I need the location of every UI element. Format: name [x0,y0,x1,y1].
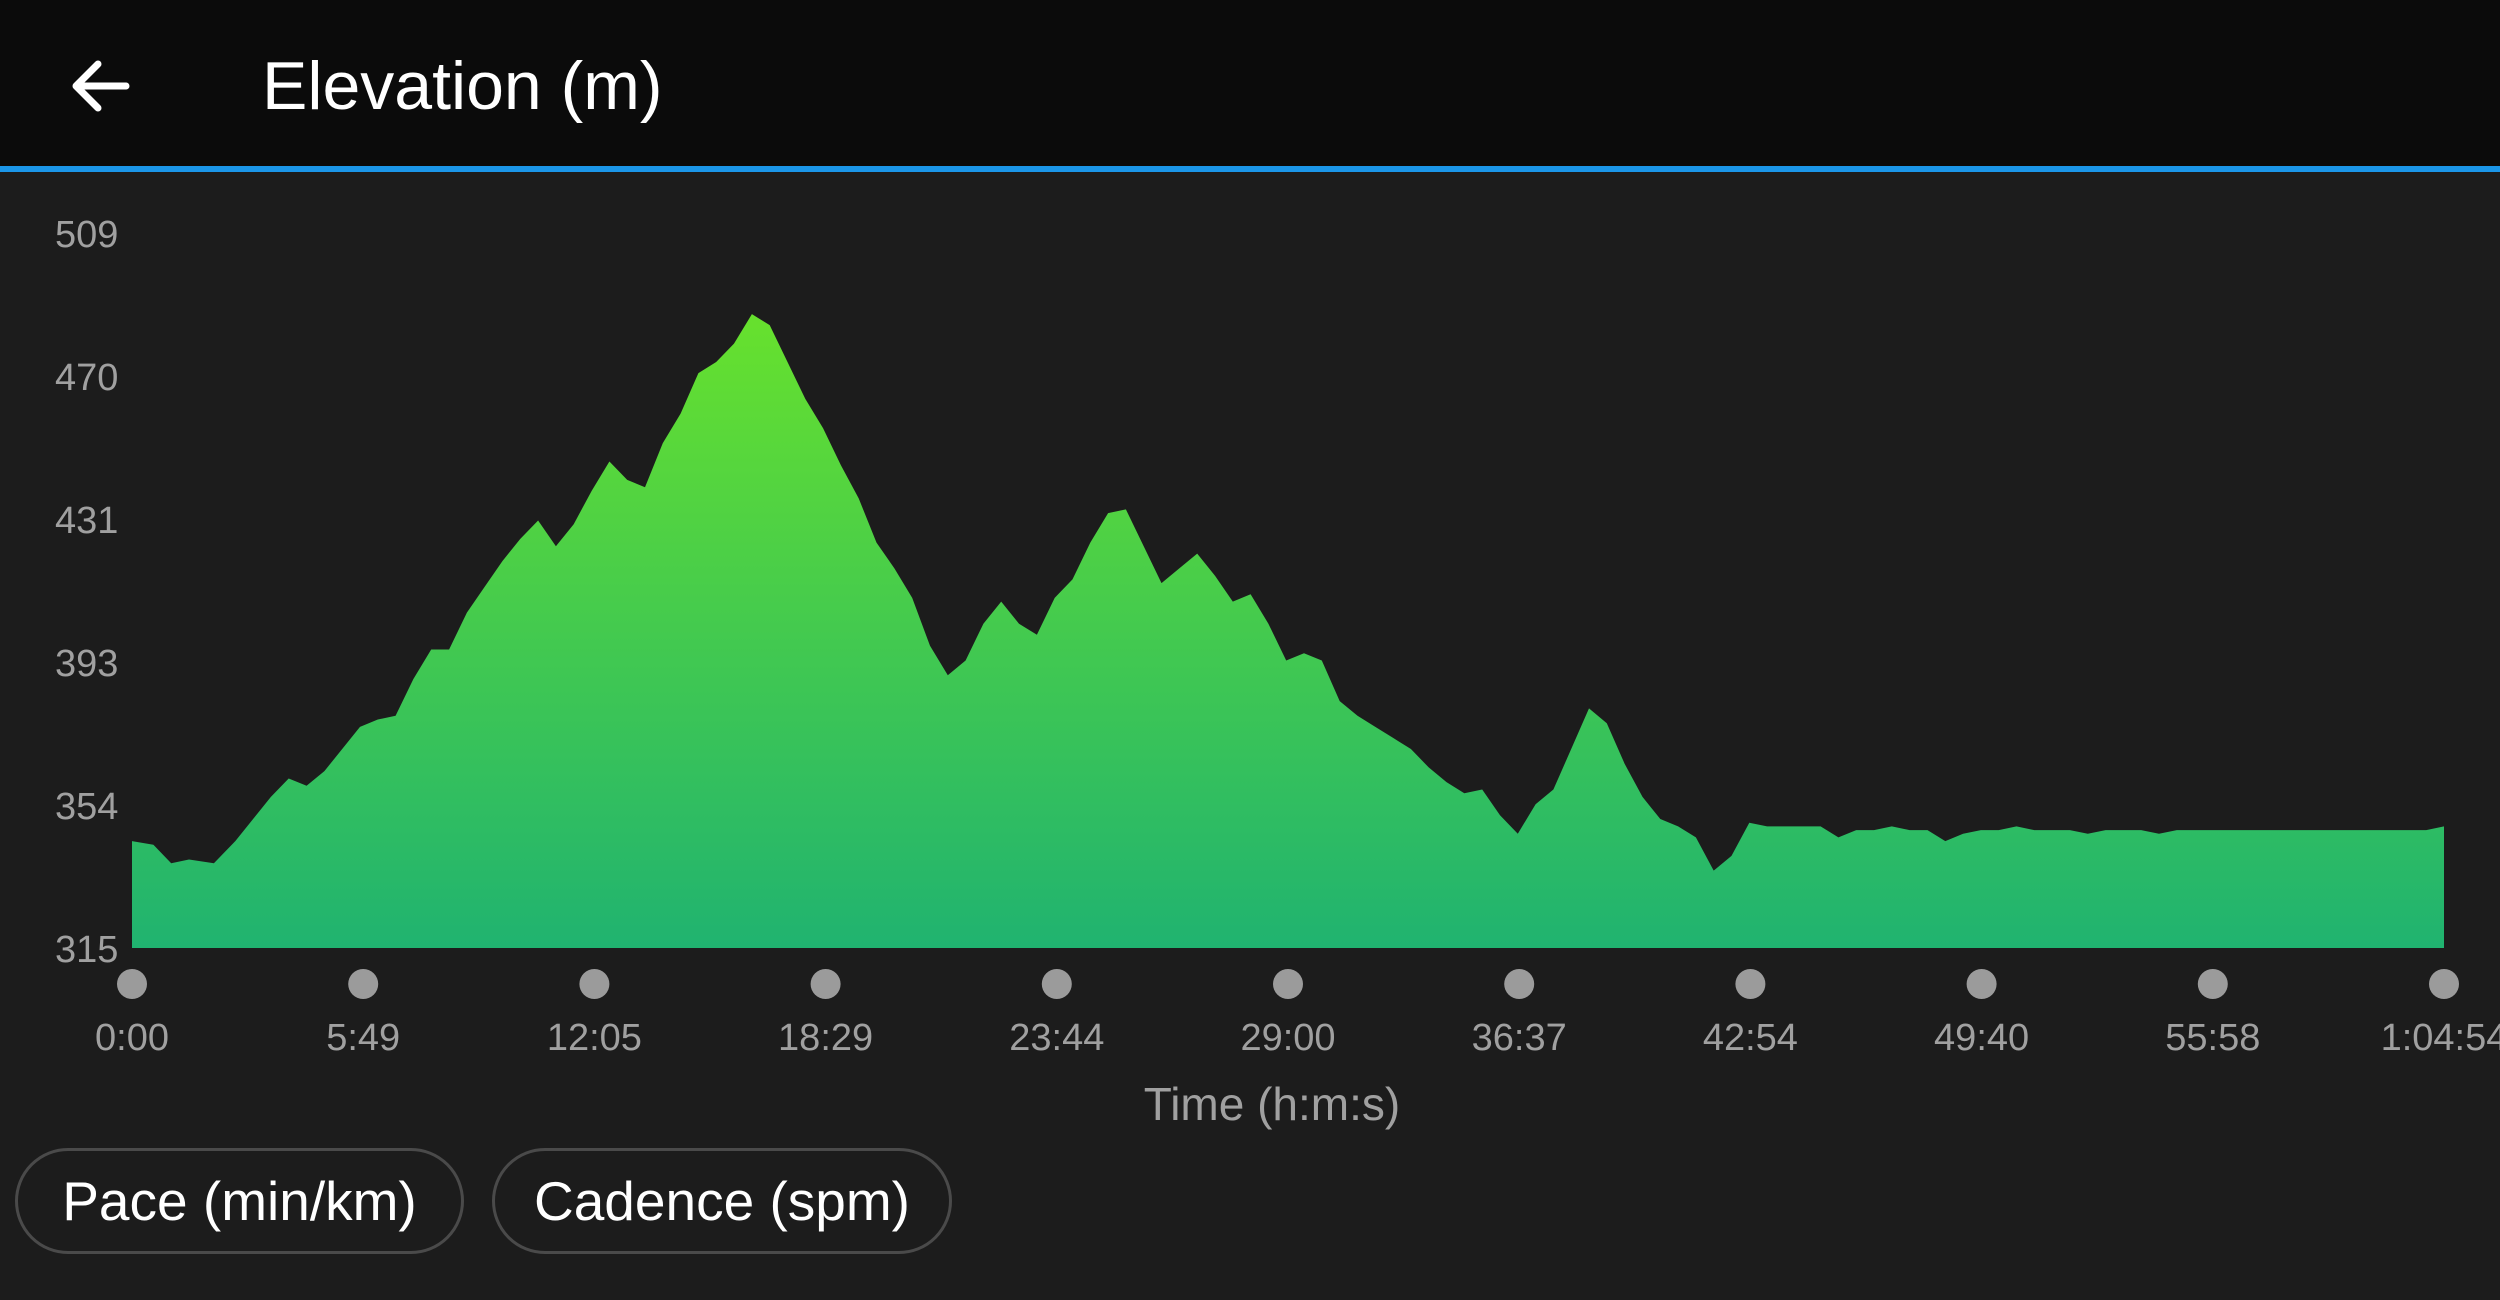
elevation-area [132,314,2444,949]
x-tick-marker[interactable] [348,969,379,999]
back-button[interactable] [50,40,150,132]
x-tick-label: 0:00 [95,1017,169,1059]
x-tick-marker[interactable] [1504,969,1535,999]
arrow-left-icon [72,60,130,112]
x-axis-markers [117,969,2459,999]
x-axis: 0:00 5:49 12:05 18:29 23:44 29:00 36:37 42:54 49… [95,1017,2500,1059]
x-tick-label: 1:04:54 [2381,1017,2500,1059]
app-header: Elevation (m) [0,0,2500,172]
x-tick-label: 55:58 [2165,1017,2260,1059]
x-tick-marker[interactable] [1041,969,1072,999]
x-tick-marker[interactable] [1273,969,1303,999]
x-axis-title: Time (h:m:s) [1144,1078,1400,1130]
y-tick-label: 470 [55,357,118,399]
x-tick-marker[interactable] [2429,969,2459,999]
x-tick-marker[interactable] [810,969,841,999]
x-tick-label: 12:05 [547,1017,642,1059]
pace-chip[interactable]: Pace (min/km) [15,1148,464,1254]
y-axis: 509 470 431 393 354 315 [55,214,118,971]
elevation-chart[interactable]: 509 470 431 393 354 315 0:00 5:49 12:05 18:29 23:… [0,178,2500,1138]
y-tick-label: 509 [55,214,118,256]
x-tick-label: 42:54 [1703,1017,1798,1059]
x-tick-label: 49:40 [1934,1017,2029,1059]
y-tick-label: 354 [55,786,118,828]
x-tick-label: 5:49 [326,1017,400,1059]
x-tick-label: 23:44 [1009,1017,1104,1059]
x-tick-marker[interactable] [1966,969,1997,999]
x-tick-marker[interactable] [2197,969,2228,999]
y-tick-label: 393 [55,643,118,685]
x-tick-label: 29:00 [1240,1017,1335,1059]
y-tick-label: 315 [55,929,118,971]
page-title: Elevation (m) [262,48,663,124]
x-tick-marker[interactable] [117,969,147,999]
x-tick-marker[interactable] [579,969,610,999]
y-tick-label: 431 [55,500,118,542]
x-tick-label: 18:29 [778,1017,873,1059]
x-tick-label: 36:37 [1472,1017,1567,1059]
x-tick-marker[interactable] [1735,969,1766,999]
cadence-chip[interactable]: Cadence (spm) [492,1148,952,1254]
